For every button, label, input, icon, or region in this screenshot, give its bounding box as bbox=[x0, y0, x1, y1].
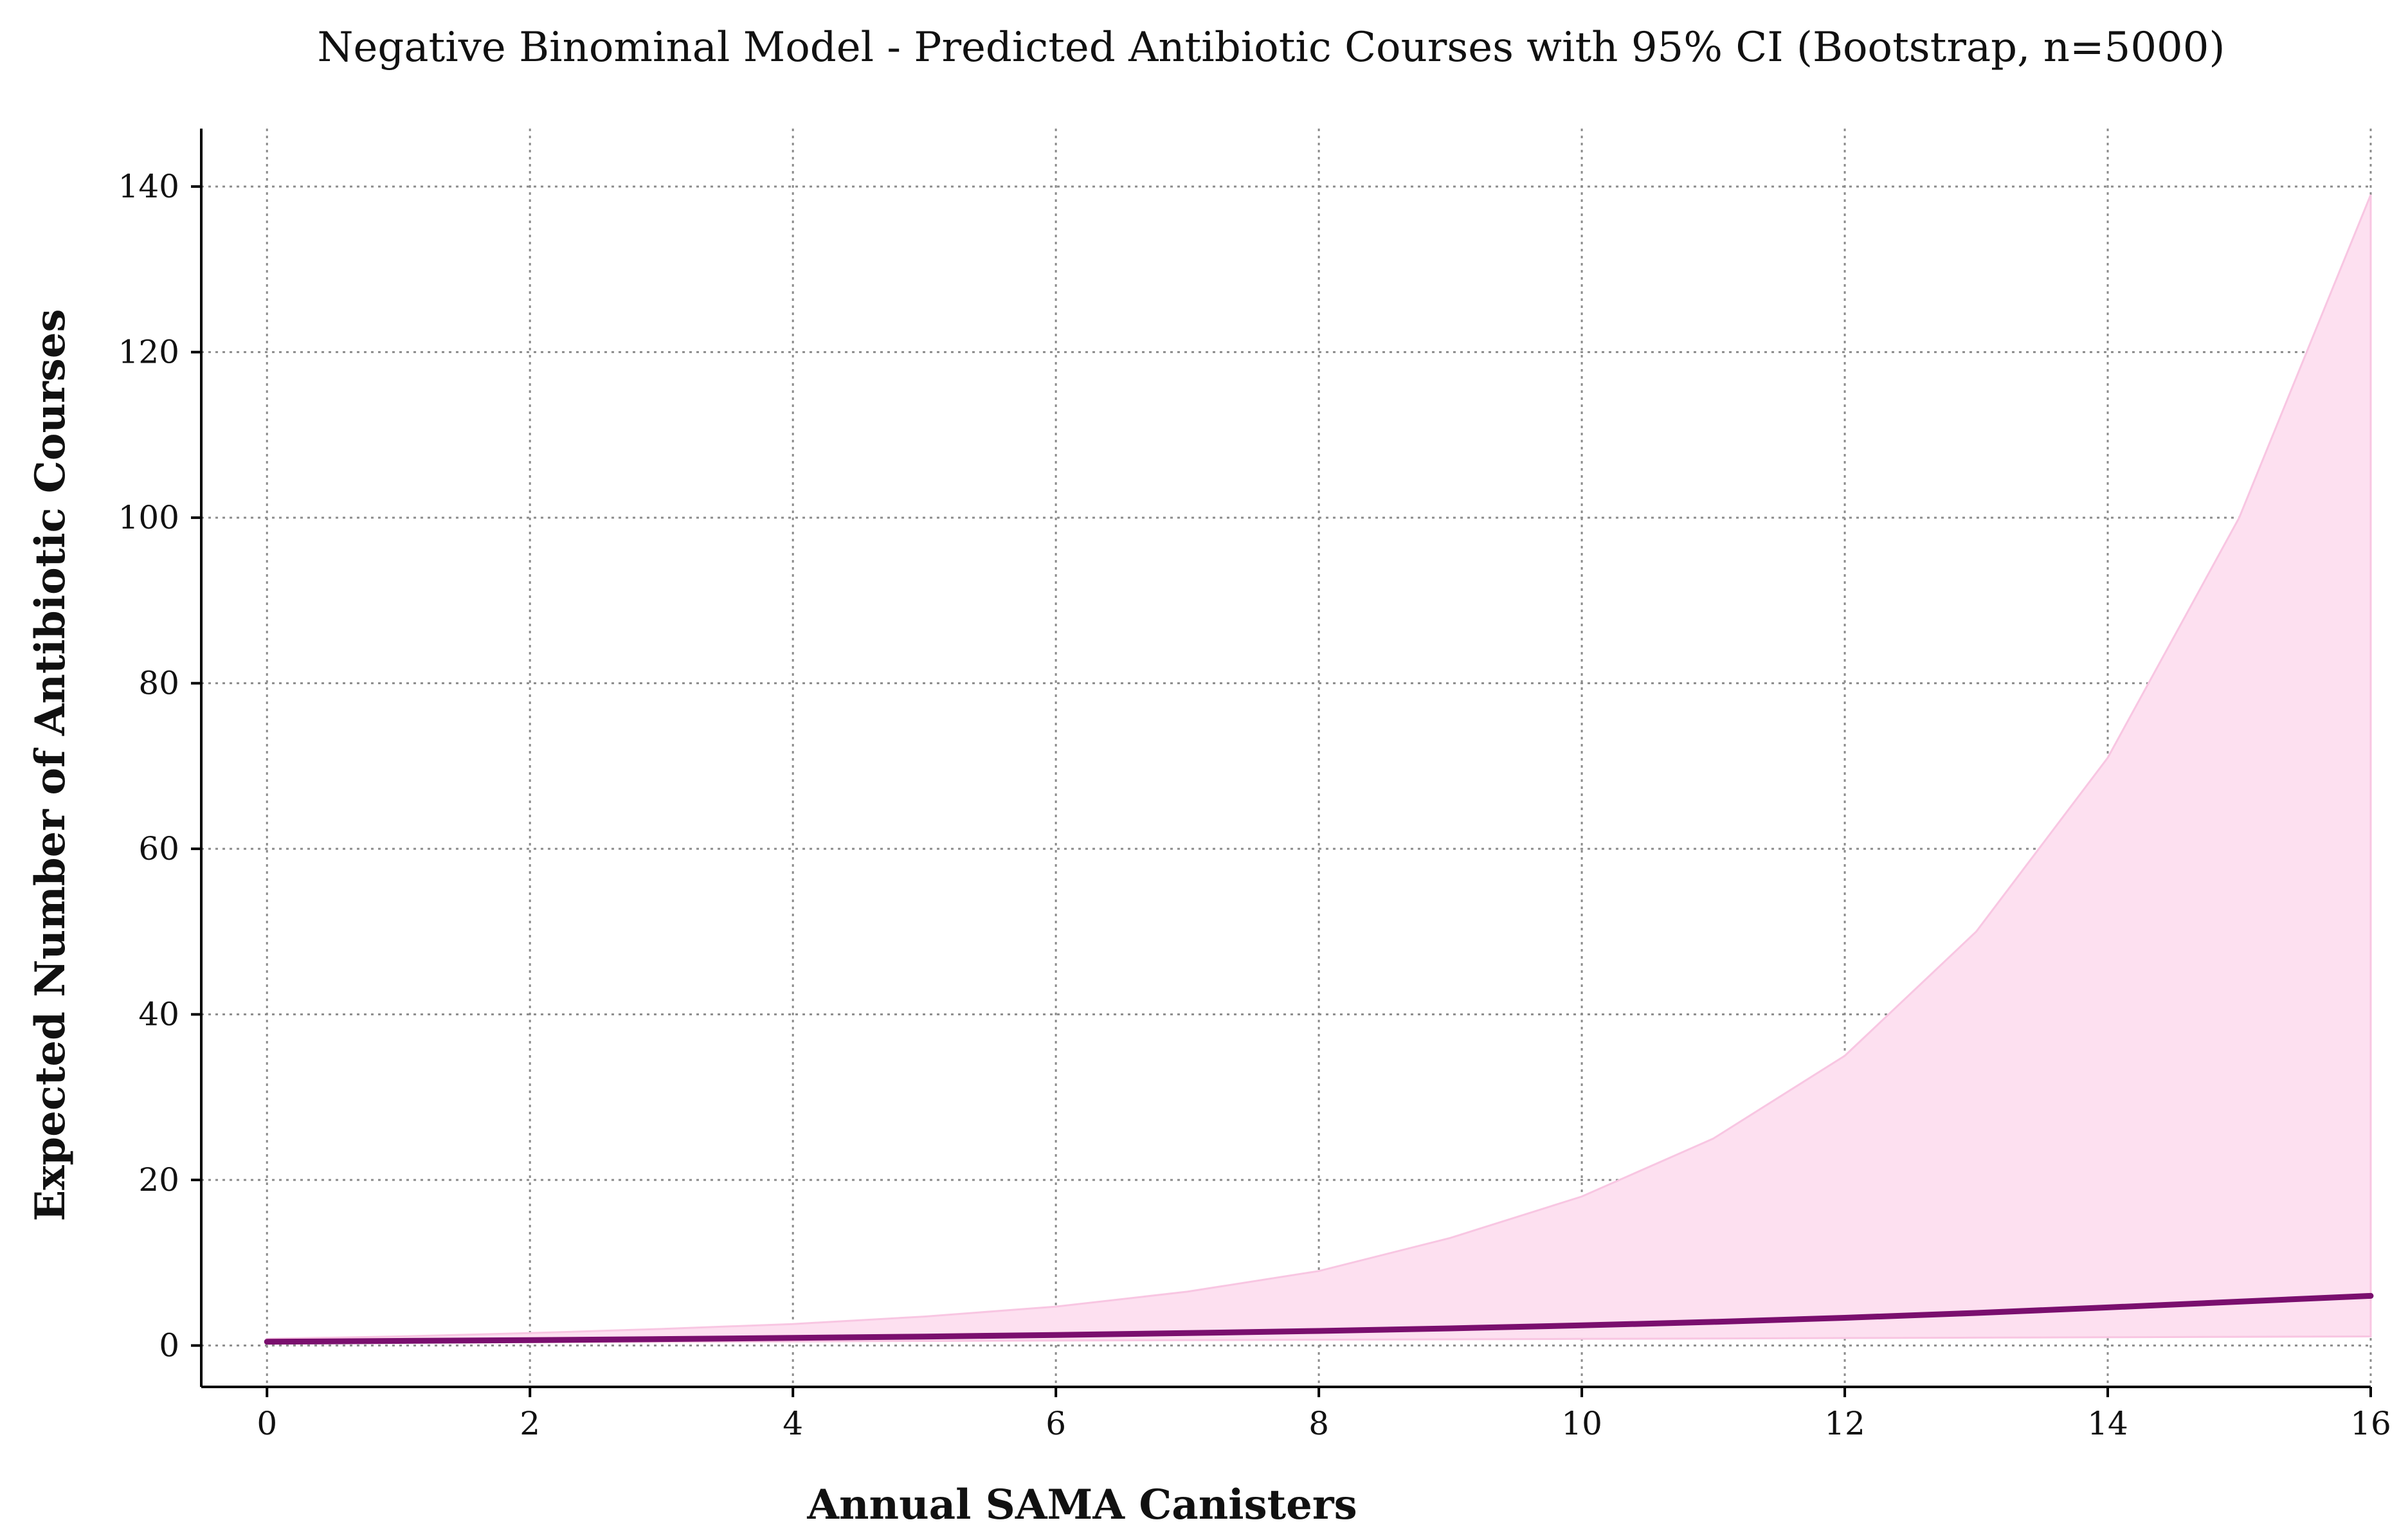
y-tick-label: 80 bbox=[138, 665, 179, 702]
y-tick-label: 20 bbox=[138, 1161, 179, 1199]
y-tick-label: 120 bbox=[118, 334, 179, 371]
x-tick-label: 16 bbox=[2350, 1405, 2391, 1442]
x-tick-label: 6 bbox=[1046, 1405, 1066, 1442]
axes bbox=[191, 129, 2372, 1397]
x-tick-label: 2 bbox=[520, 1405, 540, 1442]
y-tick-label: 140 bbox=[118, 168, 179, 205]
x-tick-label: 14 bbox=[2087, 1405, 2128, 1442]
chart-title: Negative Binominal Model - Predicted Ant… bbox=[318, 24, 2225, 71]
prediction-line bbox=[264, 1292, 2374, 1345]
y-tick-label: 40 bbox=[138, 996, 179, 1033]
x-axis-label: Annual SAMA Canisters bbox=[806, 1481, 1357, 1529]
x-tick-label: 0 bbox=[257, 1405, 277, 1442]
confidence-band bbox=[266, 194, 2372, 1344]
tick-labels: 0 2 4 6 8 10 12 14 16 0 20 40 60 80 100 120 140 bbox=[118, 168, 2391, 1442]
y-tick-label: 60 bbox=[138, 830, 179, 867]
x-tick-label: 10 bbox=[1561, 1405, 1602, 1442]
y-tick-label: 100 bbox=[118, 499, 179, 536]
confidence-band-layer bbox=[266, 194, 2372, 1344]
y-tick-label: 0 bbox=[159, 1327, 179, 1364]
y-axis-label: Expected Number of Antibiotic Courses bbox=[26, 309, 75, 1222]
x-tick-label: 12 bbox=[1824, 1405, 1865, 1442]
x-tick-label: 4 bbox=[783, 1405, 803, 1442]
prediction-line-layer bbox=[264, 1292, 2374, 1345]
x-tick-label: 8 bbox=[1308, 1405, 1329, 1442]
